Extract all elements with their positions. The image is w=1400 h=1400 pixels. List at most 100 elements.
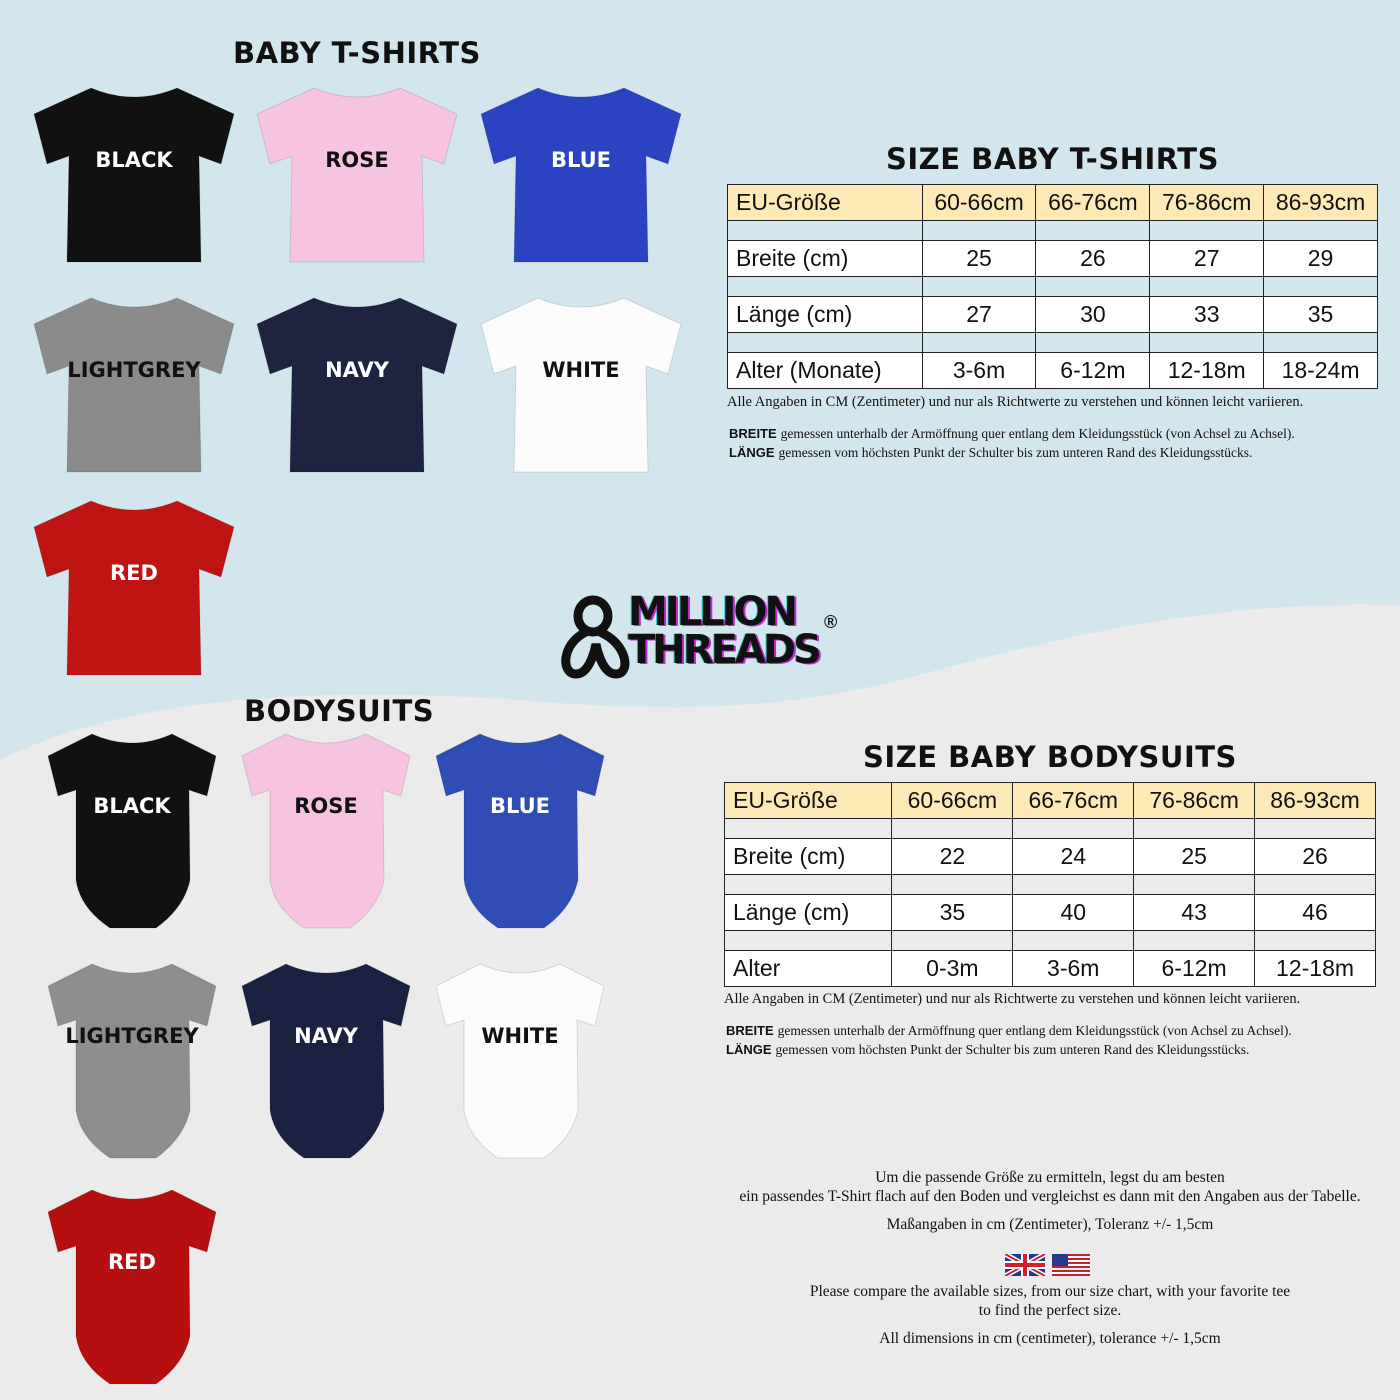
table-row: Alter 0-3m 3-6m 6-12m 12-18m — [723, 950, 1376, 987]
table-cell: 3-6m — [1012, 950, 1135, 987]
table-cell: Alter — [723, 950, 893, 987]
garment-shape — [47, 963, 217, 1159]
table-cell: 46 — [1254, 894, 1376, 931]
garment-label: BLACK — [95, 148, 173, 172]
logo-mark-icon — [561, 595, 630, 679]
table-cell: Breite (cm) — [727, 240, 923, 277]
tshirt-rose: ROSE — [252, 84, 462, 266]
tshirt-size-table: EU-Größe 60-66cm 66-76cm 76-86cm 86-93cm Brei… — [727, 184, 1378, 389]
bodysuit-size-note: Alle Angaben in CM (Zentimeter) und nur … — [724, 991, 1301, 1007]
de-tolerance: Maßangaben in cm (Zentimeter), Toleranz … — [886, 1216, 1214, 1233]
tshirt-size-note: Alle Angaben in CM (Zentimeter) und nur … — [727, 394, 1304, 410]
tshirt-black: BLACK — [29, 84, 239, 266]
million-threads-logo: MILLION THREADS ® — [556, 592, 846, 682]
flags — [1003, 1251, 1091, 1281]
en-tolerance: All dimensions in cm (centimeter), toler… — [879, 1330, 1221, 1347]
table-cell: EU-Größe — [727, 184, 923, 221]
table-cell: 6-12m — [1133, 950, 1256, 987]
garment-label: NAVY — [325, 358, 389, 382]
table-row: Länge (cm) 35 40 43 46 — [723, 894, 1376, 931]
garment-label: BLACK — [93, 794, 171, 818]
def-term: LÄNGE — [729, 445, 775, 460]
table-cell: 6-12m — [1035, 352, 1151, 389]
def-term: LÄNGE — [726, 1042, 772, 1057]
garment-label: RED — [108, 1250, 156, 1274]
garment-shape — [241, 963, 411, 1159]
table-cell: Breite (cm) — [723, 838, 893, 875]
table-cell: 35 — [1263, 296, 1378, 333]
def-term: BREITE — [726, 1023, 774, 1038]
table-row: Breite (cm) 25 26 27 29 — [727, 240, 1378, 277]
tshirt-lightgrey: LIGHTGREY — [29, 294, 239, 476]
table-cell: 24 — [1012, 838, 1135, 875]
us-flag-icon — [1052, 1254, 1090, 1276]
row-gap — [727, 220, 1378, 241]
garment-label: BLUE — [550, 148, 612, 172]
def-text: gemessen unterhalb der Armöffnung quer e… — [777, 1023, 1292, 1038]
row-gap — [723, 930, 1376, 951]
garment-label: NAVY — [294, 1024, 358, 1048]
def-text: gemessen vom höchsten Punkt der Schulter… — [778, 445, 1253, 460]
bodysuit-black: BLACK — [44, 730, 220, 932]
table-row: Alter (Monate) 3-6m 6-12m 12-18m 18-24m — [727, 352, 1378, 389]
tshirt-blue: BLUE — [476, 84, 686, 266]
tshirt-white: WHITE — [476, 294, 686, 476]
garment-label: WHITE — [542, 358, 620, 382]
bodysuit-blue: BLUE — [432, 730, 608, 932]
en-info: Please compare the available sizes, from… — [700, 1282, 1400, 1348]
garment-shape — [33, 87, 235, 263]
tshirt-def-breite: BREITE gemessen unterhalb der Armöffnung … — [729, 426, 1295, 442]
table-cell: 76-86cm — [1149, 184, 1265, 221]
garment-shape — [47, 733, 217, 929]
table-cell: 27 — [1149, 240, 1265, 277]
de-info: Um die passende Größe zu ermitteln, legs… — [700, 1168, 1400, 1234]
de-info-line1: Um die passende Größe zu ermitteln, legs… — [875, 1169, 1225, 1186]
def-term: BREITE — [729, 426, 777, 441]
garment-shape — [47, 1189, 217, 1385]
garment-shape — [256, 297, 458, 473]
garment-shape — [33, 297, 235, 473]
table-cell: 40 — [1012, 894, 1135, 931]
table-cell: 12-18m — [1254, 950, 1376, 987]
bodysuit-size-title: SIZE BABY BODYSUITS — [863, 740, 1237, 774]
bodysuit-navy: NAVY — [238, 960, 414, 1162]
table-cell: 12-18m — [1149, 352, 1265, 389]
registered-mark: ® — [824, 612, 838, 632]
table-cell: 30 — [1035, 296, 1151, 333]
row-gap — [727, 332, 1378, 353]
table-cell: 76-86cm — [1133, 782, 1256, 819]
row-gap — [723, 818, 1376, 839]
logo-line2: THREADS — [628, 627, 822, 673]
en-info-line1: Please compare the available sizes, from… — [809, 1283, 1291, 1300]
tshirt-size-title: SIZE BABY T-SHIRTS — [886, 142, 1219, 176]
garment-shape — [435, 963, 605, 1159]
tshirt-navy: NAVY — [252, 294, 462, 476]
table-cell: 33 — [1149, 296, 1265, 333]
table-cell: 3-6m — [921, 352, 1037, 389]
table-cell: 66-76cm — [1035, 184, 1151, 221]
garment-label: RED — [110, 561, 158, 585]
table-cell: 66-76cm — [1012, 782, 1135, 819]
en-info-line2: to find the perfect size. — [978, 1302, 1122, 1319]
table-cell: 26 — [1254, 838, 1376, 875]
bodysuit-def-laenge: LÄNGE gemessen vom höchsten Punkt der Sch… — [726, 1042, 1249, 1058]
table-cell: 22 — [891, 838, 1014, 875]
bodysuits-title: BODYSUITS — [244, 694, 435, 728]
tshirt-red: RED — [29, 497, 239, 679]
garment-shape — [435, 733, 605, 929]
table-cell: EU-Größe — [723, 782, 893, 819]
table-cell: 86-93cm — [1263, 184, 1378, 221]
table-cell: Alter (Monate) — [727, 352, 923, 389]
row-gap — [723, 874, 1376, 895]
uk-flag-icon — [1003, 1251, 1047, 1279]
tshirt-def-laenge: LÄNGE gemessen vom höchsten Punkt der Sch… — [729, 445, 1252, 461]
table-cell: 25 — [921, 240, 1037, 277]
bodysuit-lightgrey: LIGHTGREY — [44, 960, 220, 1162]
table-cell: Länge (cm) — [723, 894, 893, 931]
table-cell: 86-93cm — [1254, 782, 1376, 819]
table-cell: 18-24m — [1263, 352, 1378, 389]
bodysuit-white: WHITE — [432, 960, 608, 1162]
table-cell: 35 — [891, 894, 1014, 931]
table-row: Breite (cm) 22 24 25 26 — [723, 838, 1376, 875]
table-cell: 25 — [1133, 838, 1256, 875]
